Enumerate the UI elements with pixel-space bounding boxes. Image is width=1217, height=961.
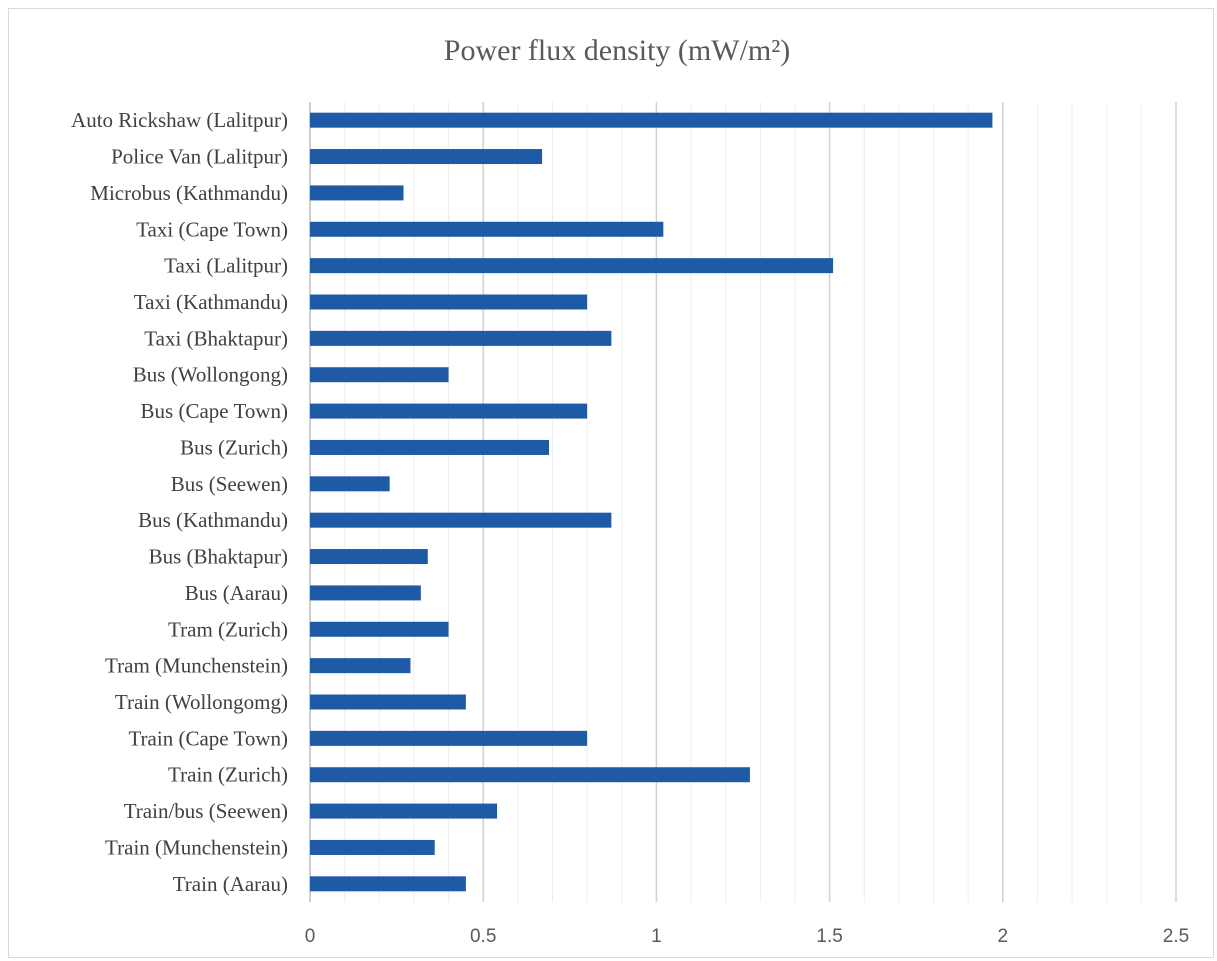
bar [310,730,588,746]
category-label: Tram (Zurich) [168,617,288,641]
category-label: Bus (Zurich) [180,435,288,459]
category-label: Taxi (Lalitpur) [164,254,288,278]
x-tick-label: 2.5 [1163,926,1189,947]
bar [310,185,404,201]
bar [310,512,612,528]
category-label: Train (Wollongomg) [115,690,288,714]
category-label: Tram (Munchenstein) [105,654,288,678]
category-label: Bus (Bhaktapur) [149,545,288,569]
bar [310,367,449,383]
category-label: Taxi (Kathmandu) [134,290,288,314]
bar [310,149,543,165]
bars [310,112,993,892]
x-tick-label: 0.5 [470,926,496,947]
bar [310,767,750,783]
category-label: Taxi (Cape Town) [136,217,288,241]
chart-frame [8,8,1214,958]
category-label: Train (Zurich) [168,763,288,787]
bar [310,403,588,419]
category-label: Train (Aarau) [173,872,288,896]
category-label: Bus (Aarau) [185,581,288,605]
bar [310,621,449,637]
chart-title: Power flux density (mW/m²) [444,34,790,67]
category-label: Bus (Cape Town) [141,399,288,423]
category-labels: Auto Rickshaw (Lalitpur) Police Van (Lali… [71,108,288,896]
bar [310,294,588,310]
category-label: Taxi (Bhaktapur) [144,326,288,350]
bar [310,221,664,237]
category-label: Train (Cape Town) [128,726,288,750]
x-tick-labels: 0 0.5 1 1.5 2 2.5 [305,926,1190,947]
category-label: Auto Rickshaw (Lalitpur) [71,108,288,132]
bar [310,876,466,892]
category-label: Police Van (Lalitpur) [111,145,288,169]
category-label: Microbus (Kathmandu) [90,181,288,205]
x-tick-label: 1 [651,926,662,947]
x-tick-label: 0 [305,926,316,947]
bar [310,549,428,565]
bar [310,112,993,128]
category-label: Bus (Wollongong) [133,363,288,387]
category-label: Train/bus (Seewen) [124,799,288,823]
category-label: Train (Munchenstein) [105,835,288,859]
bar [310,839,435,855]
bar [310,658,411,674]
x-tick-label: 1.5 [816,926,842,947]
bar [310,330,612,346]
category-label: Bus (Seewen) [171,472,288,496]
bar [310,258,834,274]
x-tick-label: 2 [998,926,1009,947]
bar [310,694,466,710]
bar [310,439,550,455]
category-label: Bus (Kathmandu) [138,508,288,532]
bar [310,803,498,819]
bar [310,585,421,601]
bar [310,476,390,492]
